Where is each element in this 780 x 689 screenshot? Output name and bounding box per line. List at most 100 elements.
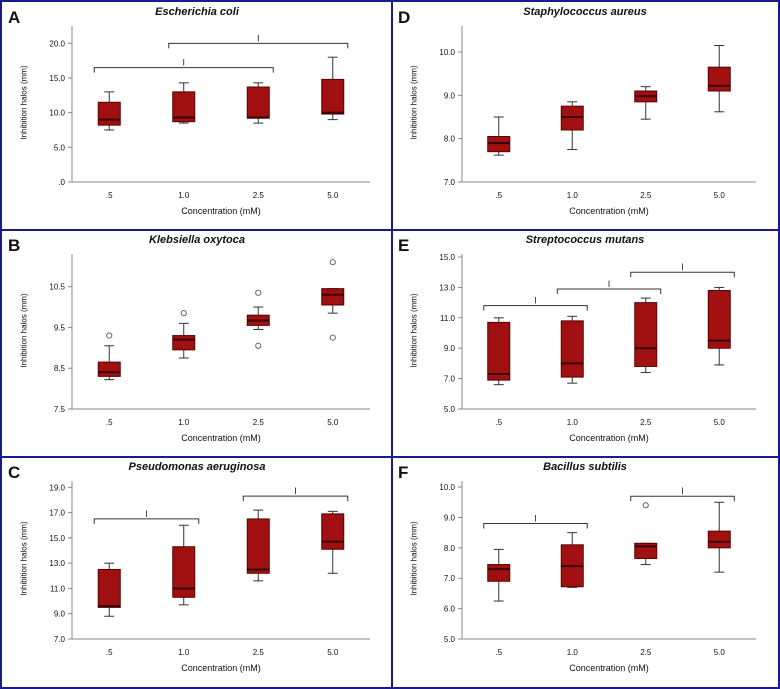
chart-plot: 5.0 7.0 9.0 11.0 13.0 15.0 .5 1.0 2.5 5.0 l l l bbox=[439, 253, 756, 427]
box-iqr bbox=[246, 518, 270, 574]
y-tick-label: 10.0 bbox=[49, 109, 65, 118]
bracket-label: l bbox=[535, 296, 537, 306]
box-iqr bbox=[321, 78, 345, 115]
box-iqr bbox=[560, 320, 584, 378]
significance-bracket: l bbox=[93, 509, 200, 524]
x-tick-label: 1.0 bbox=[567, 418, 579, 427]
bracket-label: l bbox=[295, 486, 297, 496]
y-tick-label: 9.0 bbox=[444, 513, 456, 522]
x-tick-label: .5 bbox=[495, 648, 502, 657]
chart-plot: 7.0 9.0 11.0 13.0 15.0 17.0 19.0 .5 1.0 2.5 5.0 l l bbox=[49, 481, 370, 657]
panel-letter: B bbox=[8, 236, 21, 255]
box-iqr bbox=[246, 86, 270, 119]
significance-bracket: l bbox=[630, 262, 735, 278]
chart-plot: 7.0 8.0 9.0 10.0 .5 1.0 2.5 5.0 bbox=[439, 26, 756, 200]
outlier-point bbox=[642, 502, 649, 509]
box-2 bbox=[246, 82, 270, 124]
box-0 bbox=[487, 116, 511, 156]
significance-bracket: l bbox=[242, 486, 349, 502]
box-iqr bbox=[172, 91, 196, 123]
y-tick-label: 11.0 bbox=[50, 584, 66, 593]
x-tick-label: 2.5 bbox=[253, 418, 265, 427]
chart-panel-b: B Klebsiella oxytoca 7.5 8.5 9.5 10.5 .5 1.0 2.5… bbox=[2, 230, 392, 457]
bracket-label: l bbox=[608, 279, 610, 289]
panel-divider-vertical bbox=[391, 2, 393, 687]
x-tick-label: 1.0 bbox=[178, 648, 190, 657]
box-iqr bbox=[707, 66, 731, 92]
y-tick-label: 9.5 bbox=[54, 323, 66, 332]
bracket-label: l bbox=[183, 58, 185, 68]
y-axis-label: Inhibition halos (mm) bbox=[19, 292, 29, 368]
box-iqr bbox=[321, 288, 345, 306]
box-3 bbox=[707, 45, 731, 113]
bracket-line bbox=[93, 67, 274, 73]
x-axis-label: Concentration (mM) bbox=[569, 433, 649, 443]
x-axis-label: Concentration (mM) bbox=[181, 433, 261, 443]
panel-letter: E bbox=[398, 236, 410, 255]
bracket-line bbox=[93, 518, 200, 524]
x-tick-label: 5.0 bbox=[714, 648, 726, 657]
panel-letter: A bbox=[8, 8, 21, 27]
y-tick-label: 15.0 bbox=[49, 74, 65, 83]
y-tick-label: .0 bbox=[58, 178, 65, 187]
box-1 bbox=[560, 101, 584, 150]
y-tick-label: 8.0 bbox=[444, 135, 456, 144]
x-tick-label: .5 bbox=[106, 418, 113, 427]
x-tick-label: 1.0 bbox=[178, 418, 190, 427]
x-tick-label: 5.0 bbox=[327, 648, 339, 657]
outlier-point bbox=[255, 289, 262, 296]
y-tick-label: 11.0 bbox=[440, 314, 456, 323]
panel-divider-horizontal bbox=[2, 229, 778, 231]
x-tick-label: 5.0 bbox=[714, 418, 726, 427]
outlier-point bbox=[255, 342, 262, 349]
bracket-label: l bbox=[682, 486, 684, 496]
y-tick-label: 7.0 bbox=[444, 178, 456, 187]
y-tick-label: 9.0 bbox=[54, 610, 66, 619]
bracket-line bbox=[630, 271, 735, 278]
box-0 bbox=[97, 91, 121, 131]
box-iqr bbox=[634, 302, 658, 367]
chart-panel-d: D Staphylococcus aureus 7.0 8.0 9.0 10.0 .5 1.0… bbox=[392, 2, 778, 230]
box-1 bbox=[172, 524, 196, 606]
x-tick-label: 1.0 bbox=[567, 191, 579, 200]
box-iqr bbox=[97, 568, 121, 608]
box-iqr bbox=[487, 564, 511, 582]
box-3 bbox=[321, 56, 345, 121]
box-2 bbox=[246, 509, 270, 582]
bracket-label: l bbox=[682, 262, 684, 272]
significance-bracket: l bbox=[630, 486, 735, 502]
y-tick-label: 7.5 bbox=[54, 405, 66, 414]
outlier-point bbox=[180, 310, 187, 317]
y-tick-label: 13.0 bbox=[49, 559, 65, 568]
bracket-label: l bbox=[146, 509, 148, 519]
x-tick-label: 5.0 bbox=[714, 191, 726, 200]
panel-letter: C bbox=[8, 463, 21, 482]
y-tick-label: 7.0 bbox=[444, 574, 456, 583]
chart-panel-a: A Escherichia coli .0 5.0 10.0 15.0 20.0 .5 1.0 2… bbox=[2, 2, 392, 230]
box-1 bbox=[172, 82, 196, 124]
y-tick-label: 9.0 bbox=[444, 344, 456, 353]
y-tick-label: 5.0 bbox=[54, 143, 66, 152]
box-0 bbox=[487, 317, 511, 386]
significance-bracket: l bbox=[556, 279, 662, 294]
y-tick-label: 20.0 bbox=[49, 39, 65, 48]
box-iqr bbox=[172, 335, 196, 351]
chart-panel-f: F Bacillus subtilis 5.0 6.0 7.0 8.0 9.0 10.0 .5 1… bbox=[392, 457, 778, 687]
bracket-line bbox=[630, 495, 735, 502]
significance-bracket: l bbox=[483, 514, 588, 529]
x-tick-label: .5 bbox=[106, 191, 113, 200]
outlier-point bbox=[329, 334, 336, 341]
x-tick-label: 2.5 bbox=[640, 648, 652, 657]
x-tick-label: 5.0 bbox=[327, 191, 339, 200]
chart-plot: 7.5 8.5 9.5 10.5 .5 1.0 2.5 5.0 bbox=[49, 254, 370, 427]
box-iqr bbox=[560, 105, 584, 131]
box-1 bbox=[560, 315, 584, 384]
box-0 bbox=[487, 548, 511, 602]
y-tick-label: 8.5 bbox=[54, 364, 66, 373]
box-iqr bbox=[707, 530, 731, 549]
panel-divider-horizontal bbox=[2, 456, 778, 458]
y-tick-label: 7.0 bbox=[54, 635, 66, 644]
y-tick-label: 9.0 bbox=[444, 91, 456, 100]
x-tick-label: .5 bbox=[495, 191, 502, 200]
chart-plot: .0 5.0 10.0 15.0 20.0 .5 1.0 2.5 5.0 l l bbox=[49, 26, 370, 200]
